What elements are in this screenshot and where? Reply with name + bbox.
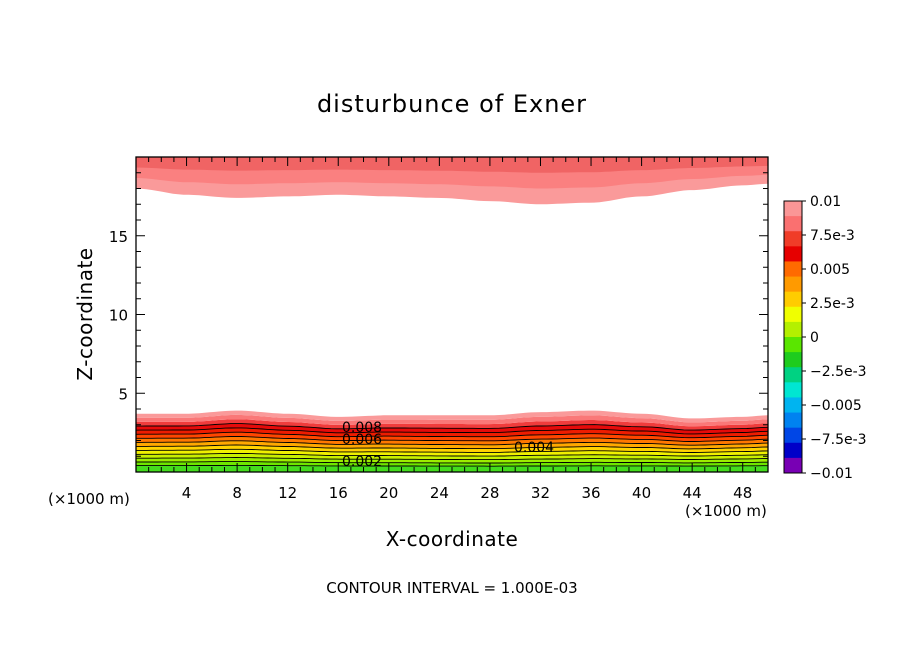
x-tick-label: 4 xyxy=(182,484,192,502)
colorbar-label: −0.005 xyxy=(810,398,862,414)
contour-line xyxy=(136,452,768,457)
colorbar-swatch xyxy=(784,337,802,353)
colorbar-swatch xyxy=(784,442,802,459)
contour-line xyxy=(136,431,768,439)
contour-line xyxy=(136,444,768,450)
colorbar-label: −7.5e-3 xyxy=(810,432,867,448)
colorbar-swatch xyxy=(784,352,802,368)
x-tick-label: 24 xyxy=(430,484,449,502)
contour-label-0008: 0.008 xyxy=(342,420,382,436)
contour-line xyxy=(136,427,768,435)
colorbar-swatch xyxy=(784,457,802,474)
colorbar-swatch xyxy=(784,261,802,278)
x-unit-label-right: (×1000 m) xyxy=(685,502,767,520)
contour-line xyxy=(136,436,768,442)
colorbar-swatch xyxy=(784,412,802,429)
colorbar-swatch xyxy=(784,201,802,217)
x-tick-label: 20 xyxy=(379,484,398,502)
colorbar-label: 0.01 xyxy=(810,194,841,210)
contour-line xyxy=(136,461,768,464)
colorbar-swatch xyxy=(784,306,802,323)
x-tick-label: 36 xyxy=(581,484,600,502)
colorbar-swatch xyxy=(784,321,802,338)
colorbar-swatch xyxy=(784,216,802,232)
contour-fill-band xyxy=(136,419,768,431)
contour-fill-band xyxy=(136,157,768,173)
x-unit-label-left: (×1000 m) xyxy=(48,490,130,508)
contour-interval-note: CONTOUR INTERVAL = 1.000E-03 xyxy=(326,579,577,597)
colorbar-swatch xyxy=(784,231,802,247)
colorbar-label: −2.5e-3 xyxy=(810,364,867,380)
contour-label-0004: 0.004 xyxy=(514,440,554,456)
x-tick-label: 48 xyxy=(733,484,752,502)
colorbar-label: 2.5e-3 xyxy=(810,296,855,312)
colorbar-swatch xyxy=(784,276,802,293)
chart-title: disturbunce of Exner xyxy=(317,90,587,118)
contour-line xyxy=(136,440,768,446)
contour-label-0006: 0.006 xyxy=(342,432,382,448)
x-axis-ticks xyxy=(135,157,769,472)
x-tick-label: 16 xyxy=(329,484,348,502)
contour-line xyxy=(136,423,768,431)
x-tick-label: 8 xyxy=(232,484,242,502)
x-axis-label: X-coordinate xyxy=(386,527,519,551)
colorbar-swatch xyxy=(784,382,802,398)
y-axis-tick-labels: 5 10 15 xyxy=(109,228,128,404)
y-axis-label: Z-coordinate xyxy=(73,247,97,380)
colorbar-label: 0 xyxy=(810,330,819,346)
x-tick-label: 40 xyxy=(632,484,651,502)
colorbar-label: 7.5e-3 xyxy=(810,228,855,244)
contour-line xyxy=(136,448,768,453)
contour-fill-band xyxy=(136,414,768,427)
x-tick-label: 32 xyxy=(531,484,550,502)
y-tick-label: 15 xyxy=(109,228,128,246)
colorbar-swatch xyxy=(784,397,802,414)
y-tick-label: 10 xyxy=(109,307,128,325)
colorbar xyxy=(783,200,806,474)
colorbar-swatch xyxy=(784,246,802,262)
y-tick-label: 5 xyxy=(118,385,128,403)
x-axis-tick-labels: 4 8 12 16 20 24 28 32 36 40 44 48 xyxy=(182,484,752,502)
contour-fill-band xyxy=(136,410,768,423)
colorbar-swatch xyxy=(784,367,802,383)
colorbar-label: 0.005 xyxy=(810,262,850,278)
x-tick-label: 12 xyxy=(278,484,297,502)
colorbar-swatch xyxy=(784,291,802,308)
x-tick-label: 44 xyxy=(683,484,702,502)
colorbar-labels: 0.01 7.5e-3 0.005 2.5e-3 0 −2.5e-3 −0.005 −7.5e… xyxy=(810,194,867,482)
contour-label-0002: 0.002 xyxy=(342,454,382,470)
contour-labels: 0.008 0.006 0.004 0.002 xyxy=(342,420,554,470)
contour-line xyxy=(136,464,768,467)
colorbar-swatch xyxy=(784,427,802,444)
x-tick-label: 28 xyxy=(480,484,499,502)
colorbar-label: −0.01 xyxy=(810,466,853,482)
y-axis-ticks xyxy=(136,156,768,473)
contour-line xyxy=(136,457,768,461)
contour-lines xyxy=(136,423,768,467)
